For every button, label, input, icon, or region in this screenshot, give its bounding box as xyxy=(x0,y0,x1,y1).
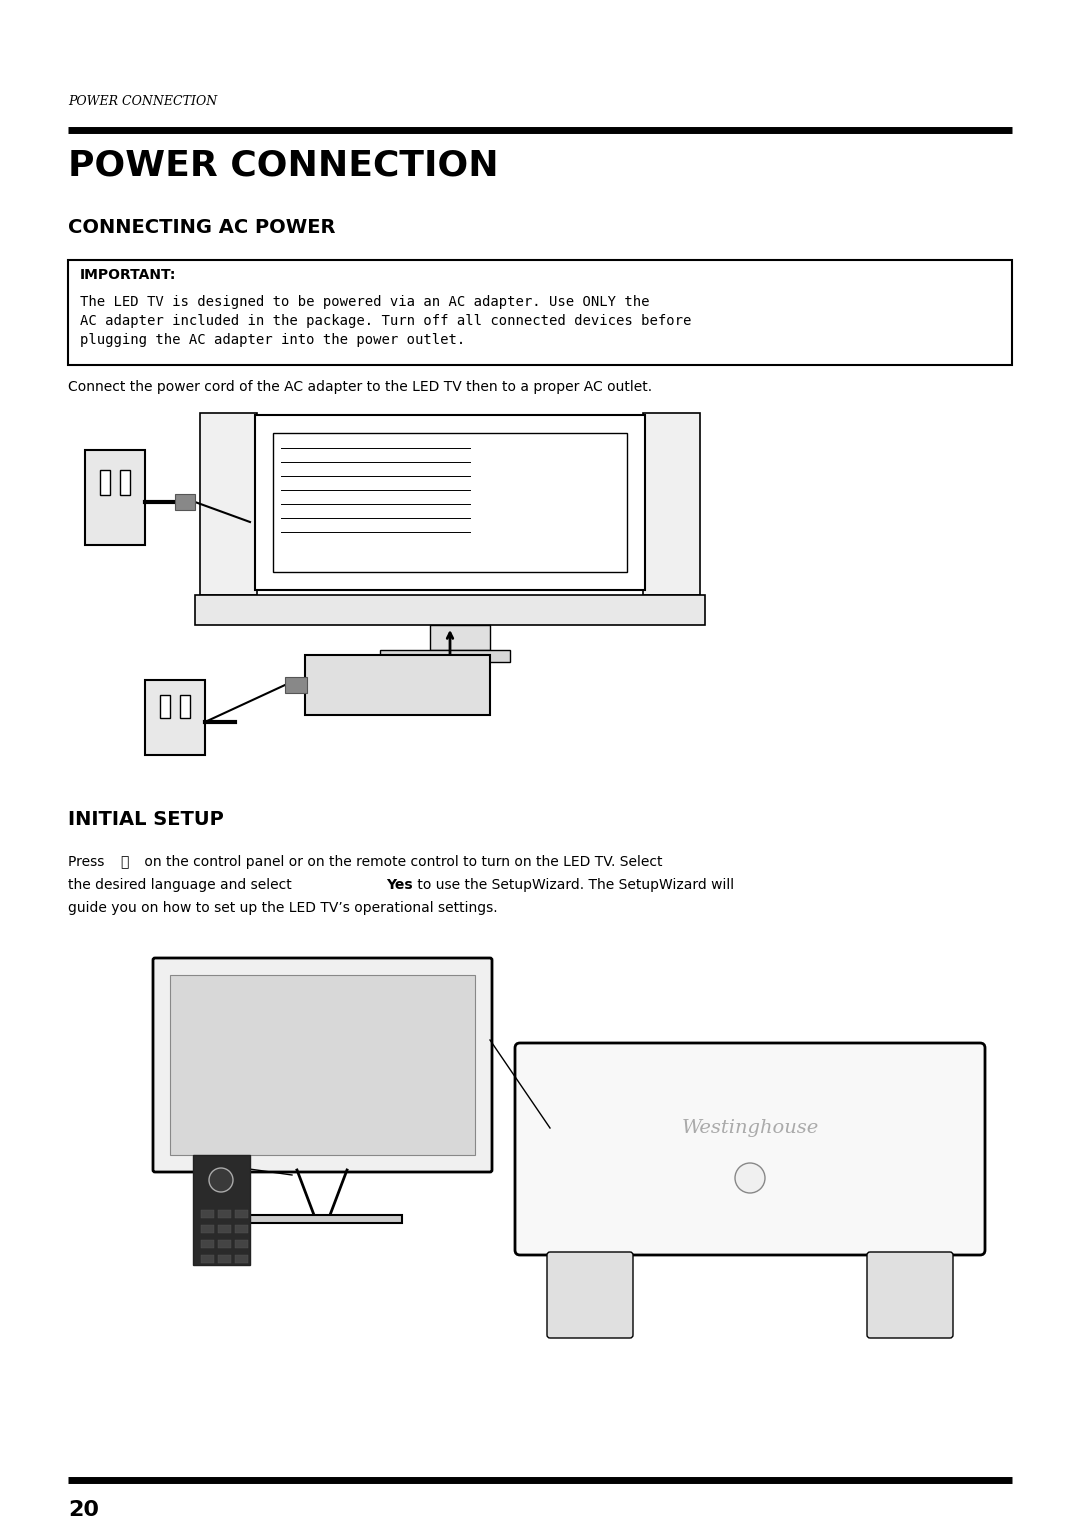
Bar xyxy=(193,1154,249,1264)
Circle shape xyxy=(210,1168,233,1193)
Bar xyxy=(273,433,627,572)
Bar xyxy=(430,625,490,650)
Text: 20: 20 xyxy=(68,1500,99,1520)
Bar xyxy=(200,413,257,595)
Bar xyxy=(170,976,475,1154)
Text: Press: Press xyxy=(68,855,109,868)
Bar xyxy=(643,413,700,595)
Bar xyxy=(218,1255,231,1263)
Bar xyxy=(305,654,490,716)
Bar xyxy=(201,1225,214,1232)
Bar xyxy=(160,696,170,719)
Bar xyxy=(100,469,110,495)
Bar xyxy=(68,260,1012,365)
Text: Yes: Yes xyxy=(386,878,413,891)
Text: The LED TV is designed to be powered via an AC adapter. Use ONLY the
AC adapter : The LED TV is designed to be powered via… xyxy=(80,295,691,347)
Bar xyxy=(120,469,130,495)
Bar xyxy=(235,1240,248,1248)
Bar xyxy=(235,1225,248,1232)
Text: INITIAL SETUP: INITIAL SETUP xyxy=(68,810,224,829)
Bar xyxy=(218,1209,231,1219)
Bar xyxy=(195,595,705,625)
Bar xyxy=(201,1240,214,1248)
Bar xyxy=(201,1255,214,1263)
Text: on the control panel or on the remote control to turn on the LED TV. Select: on the control panel or on the remote co… xyxy=(140,855,662,868)
Bar xyxy=(235,1255,248,1263)
Text: the desired language and select: the desired language and select xyxy=(68,878,296,891)
FancyBboxPatch shape xyxy=(867,1252,953,1338)
Circle shape xyxy=(735,1164,765,1193)
Text: CONNECTING AC POWER: CONNECTING AC POWER xyxy=(68,219,336,237)
Bar xyxy=(235,1209,248,1219)
Bar xyxy=(285,677,307,693)
Text: POWER CONNECTION: POWER CONNECTION xyxy=(68,95,217,109)
Bar xyxy=(175,494,195,511)
Bar xyxy=(242,1216,402,1223)
Text: IMPORTANT:: IMPORTANT: xyxy=(80,268,176,281)
Text: ⏼: ⏼ xyxy=(120,855,129,868)
Text: guide you on how to set up the LED TV’s operational settings.: guide you on how to set up the LED TV’s … xyxy=(68,901,498,914)
Bar xyxy=(218,1240,231,1248)
Bar xyxy=(145,680,205,755)
Text: to use the SetupWizard. The SetupWizard will: to use the SetupWizard. The SetupWizard … xyxy=(413,878,734,891)
Bar xyxy=(201,1209,214,1219)
FancyBboxPatch shape xyxy=(546,1252,633,1338)
Bar xyxy=(255,414,645,590)
Bar xyxy=(380,650,510,662)
Bar xyxy=(85,450,145,544)
Text: Connect the power cord of the AC adapter to the LED TV then to a proper AC outle: Connect the power cord of the AC adapter… xyxy=(68,381,652,394)
FancyBboxPatch shape xyxy=(153,959,492,1173)
Text: Westinghouse: Westinghouse xyxy=(681,1119,819,1138)
Bar xyxy=(180,696,190,719)
Bar xyxy=(218,1225,231,1232)
FancyBboxPatch shape xyxy=(515,1043,985,1255)
Text: POWER CONNECTION: POWER CONNECTION xyxy=(68,148,499,182)
